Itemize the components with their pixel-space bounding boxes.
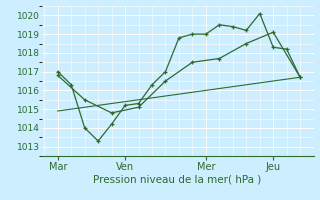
X-axis label: Pression niveau de la mer( hPa ): Pression niveau de la mer( hPa ) [93,174,262,184]
